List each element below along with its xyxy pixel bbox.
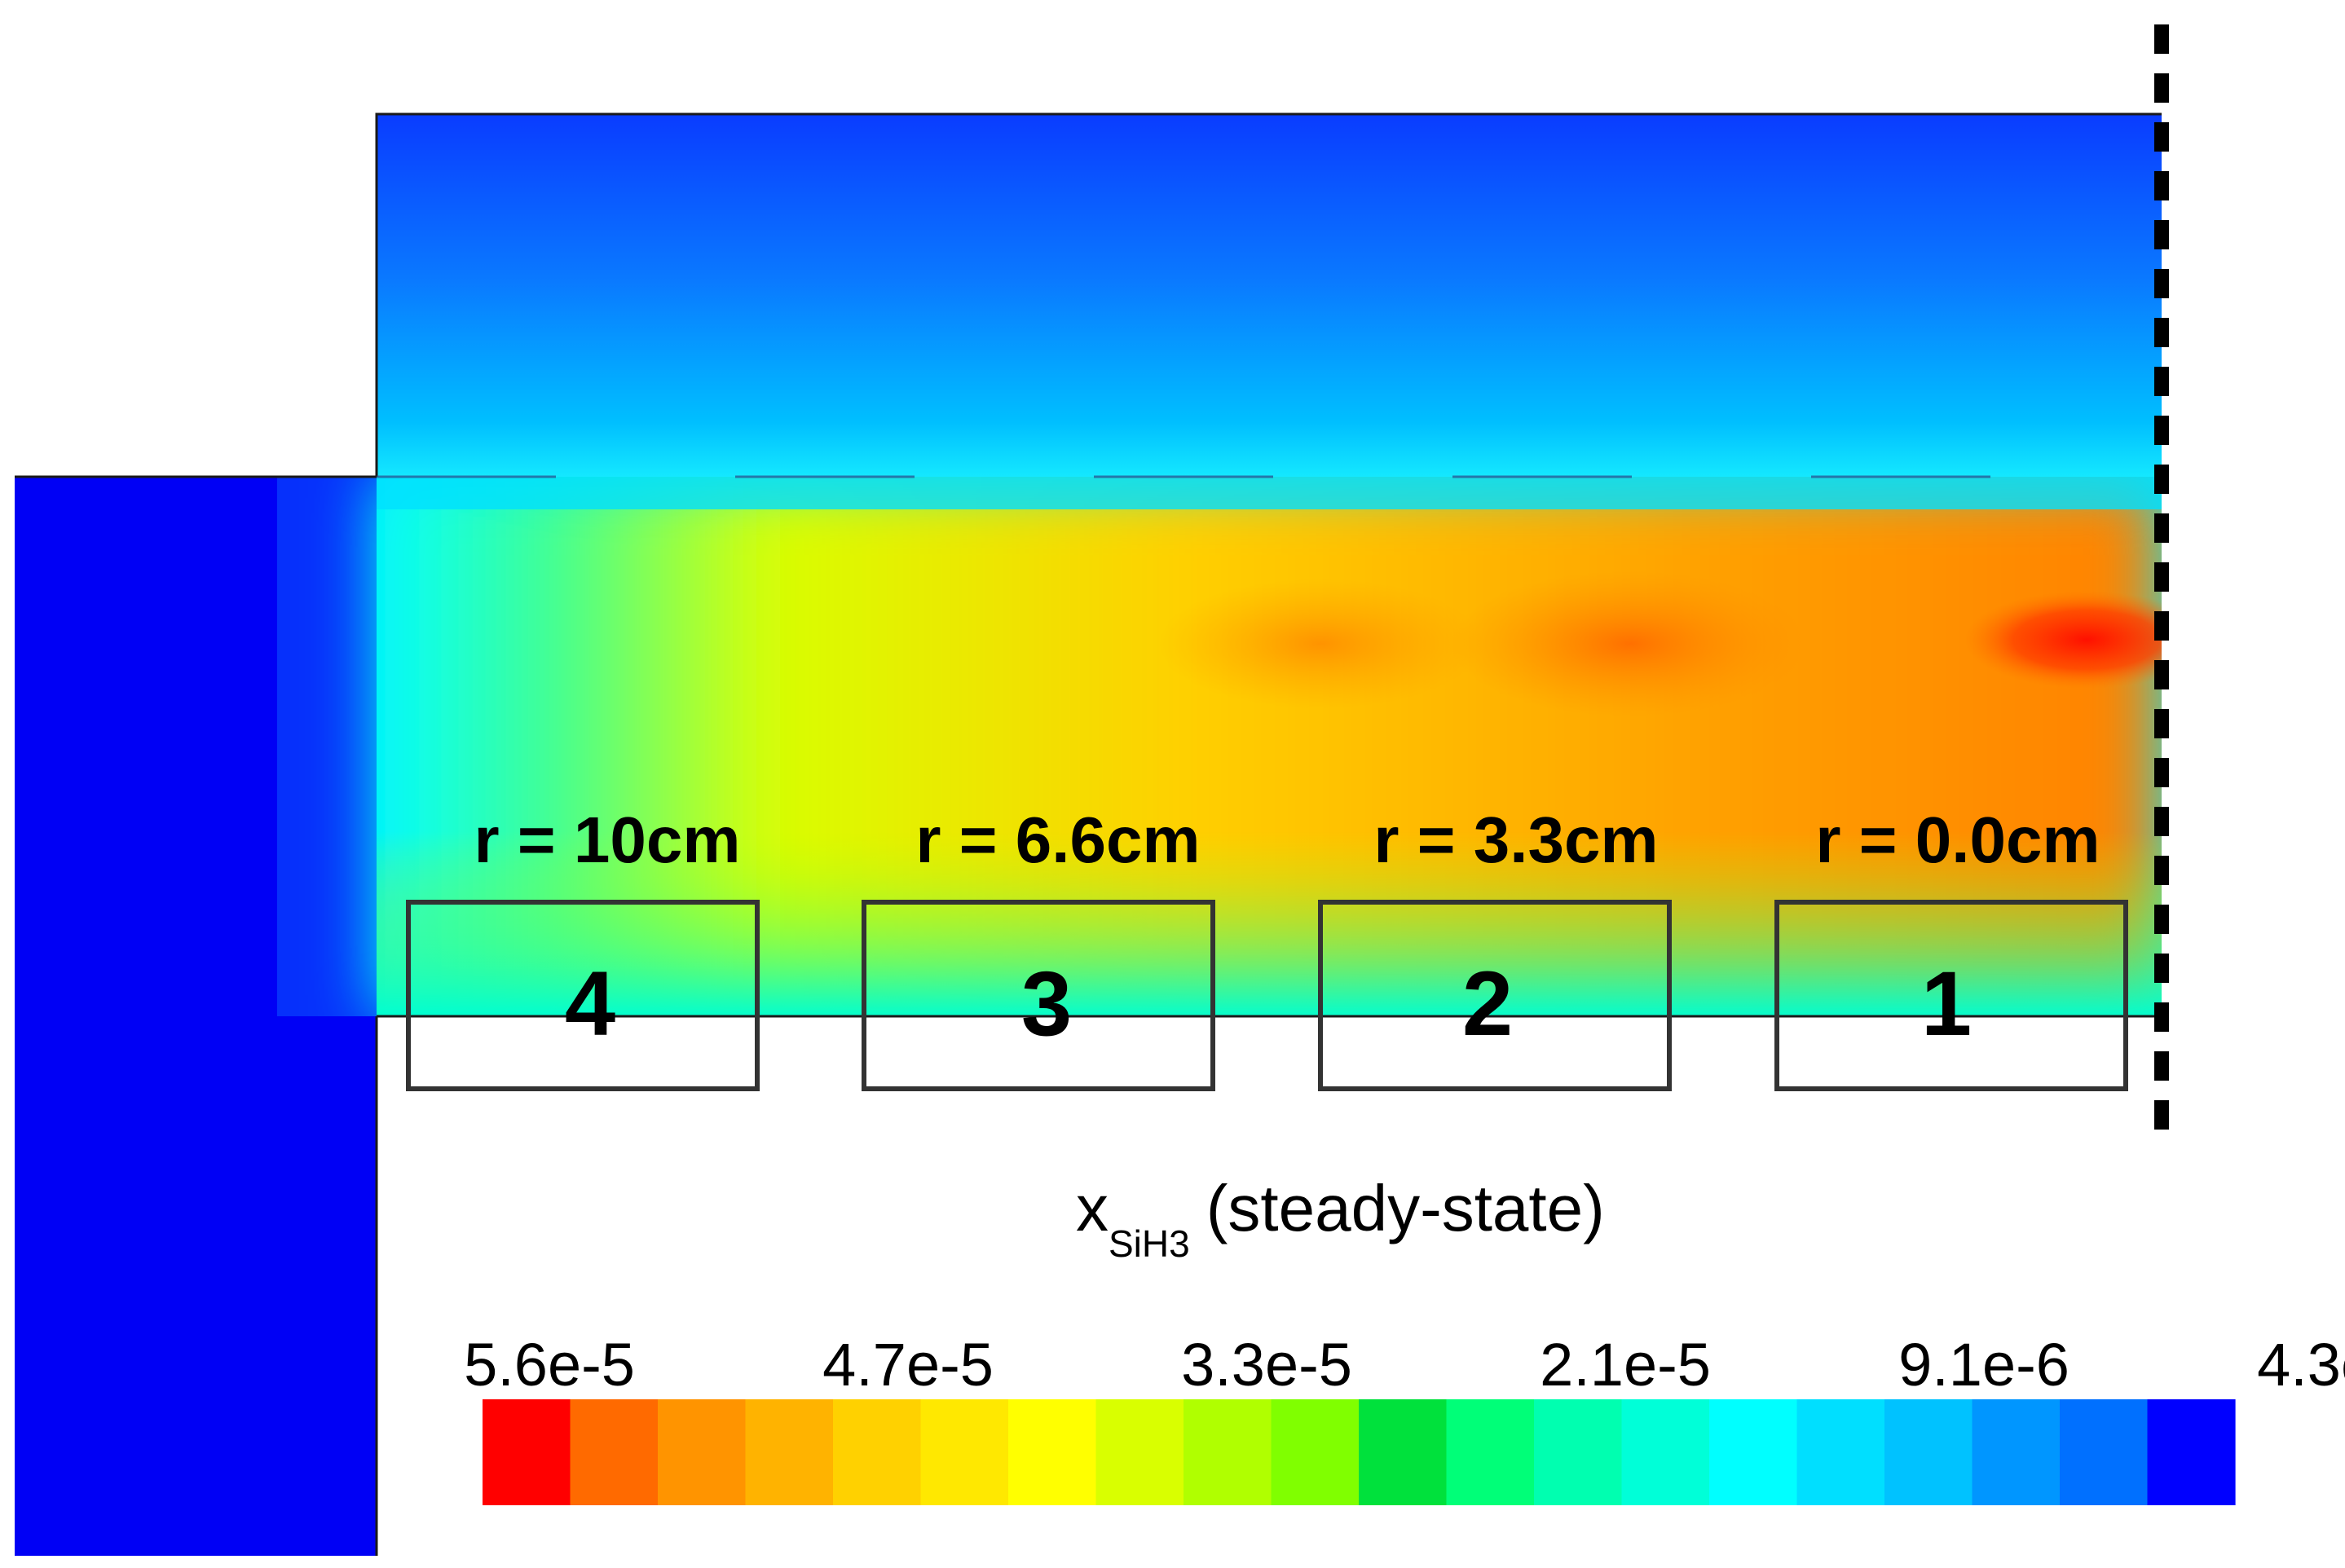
colorbar-segment-1 (483, 1399, 571, 1505)
colorbar-segment-10 (1271, 1399, 1360, 1505)
left-wall-glow (277, 477, 377, 1016)
upper-chamber (377, 114, 2162, 477)
colorbar-tick-label: 2.1e-5 (1540, 1331, 1711, 1398)
colorbar-segment-6 (920, 1399, 1009, 1505)
colorbar (483, 1399, 2236, 1505)
region-2-number: 2 (1462, 953, 1513, 1055)
region-3: r = 6.6cm 3 (862, 804, 1215, 1091)
colorbar-segment-4 (745, 1399, 834, 1505)
region-1-label: r = 0.0cm (1815, 804, 2100, 876)
colorbar-segment-8 (1095, 1399, 1184, 1505)
colorbar-segment-14 (1621, 1399, 1710, 1505)
region-4: r = 10cm 4 (406, 804, 760, 1091)
region-1-number: 1 (1921, 953, 1972, 1055)
region-1-box (1774, 900, 2128, 1091)
colorbar-segment-3 (658, 1399, 747, 1505)
colorbar-tick-label: 5.6e-5 (464, 1331, 635, 1398)
region-1: r = 0.0cm 1 (1774, 804, 2128, 1091)
title-symbol: x (1076, 1172, 1109, 1244)
colorbar-segment-18 (1972, 1399, 2061, 1505)
region-2: r = 3.3cm 2 (1318, 804, 1672, 1091)
colorbar-segment-20 (2147, 1399, 2236, 1505)
chamber-outline (15, 112, 2162, 1556)
region-3-number: 3 (1021, 953, 1072, 1055)
region-4-number: 4 (565, 953, 615, 1055)
title-subscript: SiH3 (1109, 1222, 1190, 1265)
contour-field (15, 24, 2169, 1556)
region-2-label: r = 3.3cm (1373, 804, 1658, 876)
region-4-label: r = 10cm (474, 804, 741, 876)
chart-title: xSiH3 (steady-state) (1076, 1172, 1605, 1265)
colorbar-tick-label: 4.3e-8 (2257, 1331, 2345, 1398)
plasma-region (377, 477, 2162, 1016)
region-markers: r = 10cm 4 r = 6.6cm 3 r = 3.3cm 2 r = 0… (406, 804, 2128, 1091)
colorbar-segment-16 (1796, 1399, 1885, 1505)
colorbar-segment-12 (1446, 1399, 1535, 1505)
colorbar-tick-labels: 5.6e-5 4.7e-5 3.3e-5 2.1e-5 9.1e-6 4.3e-8 (464, 1331, 2345, 1398)
colorbar-segment-15 (1709, 1399, 1798, 1505)
colorbar-segment-5 (833, 1399, 922, 1505)
colorbar-segment-17 (1884, 1399, 1973, 1505)
colorbar-segment-2 (570, 1399, 659, 1505)
colorbar-segment-11 (1359, 1399, 1448, 1505)
region-3-box (862, 900, 1215, 1091)
colorbar-segment-9 (1184, 1399, 1272, 1505)
region-4-box (406, 900, 760, 1091)
region-3-label: r = 6.6cm (915, 804, 1200, 876)
colorbar-segment-7 (1008, 1399, 1097, 1505)
colorbar-segment-13 (1534, 1399, 1623, 1505)
colorbar-tick-label: 9.1e-6 (1898, 1331, 2070, 1398)
region-2-box (1318, 900, 1672, 1091)
title-suffix: (steady-state) (1206, 1172, 1605, 1244)
colorbar-tick-label: 3.3e-5 (1181, 1331, 1352, 1398)
colorbar-tick-label: 4.7e-5 (822, 1331, 994, 1398)
colorbar-segment-19 (2060, 1399, 2149, 1505)
